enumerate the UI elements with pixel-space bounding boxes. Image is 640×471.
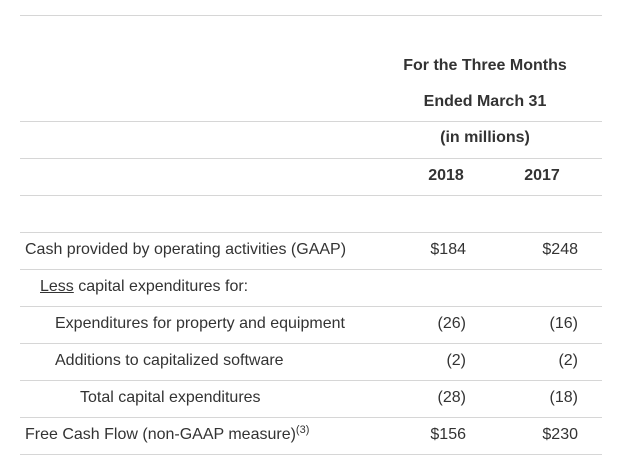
row-value-2018: (28) bbox=[437, 389, 466, 406]
year-header-2018: 2018 bbox=[428, 167, 464, 184]
row-label-total-capex: Total capital expenditures bbox=[80, 389, 261, 406]
period-header-line2: Ended March 31 bbox=[423, 93, 547, 110]
row-label-capitalized-software: Additions to capitalized software bbox=[55, 352, 284, 369]
row-value-2017: (16) bbox=[549, 315, 578, 332]
row-value-2018: $184 bbox=[430, 241, 466, 258]
divider bbox=[20, 121, 602, 122]
divider bbox=[20, 306, 602, 307]
units-header: (in millions) bbox=[440, 129, 530, 146]
less-underlined: Less bbox=[40, 278, 74, 295]
row-value-2017: (2) bbox=[558, 352, 578, 369]
divider bbox=[20, 232, 602, 233]
footnote-marker: (3) bbox=[295, 424, 310, 436]
row-value-2017: $248 bbox=[542, 241, 578, 258]
divider bbox=[20, 195, 602, 196]
row-label-free-cash-flow: Free Cash Flow (non-GAAP measure)(3) bbox=[25, 424, 310, 446]
year-header-2017: 2017 bbox=[524, 167, 560, 184]
divider bbox=[20, 158, 602, 159]
divider bbox=[20, 269, 602, 270]
divider bbox=[20, 417, 602, 418]
row-value-2018: $156 bbox=[430, 426, 466, 443]
row-label-less-capex: Less capital expenditures for: bbox=[40, 277, 248, 297]
divider bbox=[20, 343, 602, 344]
divider bbox=[20, 380, 602, 381]
row-value-2018: (2) bbox=[446, 352, 466, 369]
divider bbox=[20, 454, 602, 455]
period-header-line1: For the Three Months bbox=[403, 57, 567, 74]
less-capex-text: capital expenditures for: bbox=[73, 278, 249, 295]
row-label-operating-cash: Cash provided by operating activities (G… bbox=[25, 241, 347, 258]
divider bbox=[20, 15, 602, 16]
row-label-property-equipment: Expenditures for property and equipment bbox=[55, 315, 345, 332]
free-cash-flow-text: Free Cash Flow (non-GAAP measure) bbox=[25, 426, 296, 443]
row-value-2017: (18) bbox=[549, 389, 578, 406]
row-value-2017: $230 bbox=[542, 426, 578, 443]
row-value-2018: (26) bbox=[437, 315, 466, 332]
